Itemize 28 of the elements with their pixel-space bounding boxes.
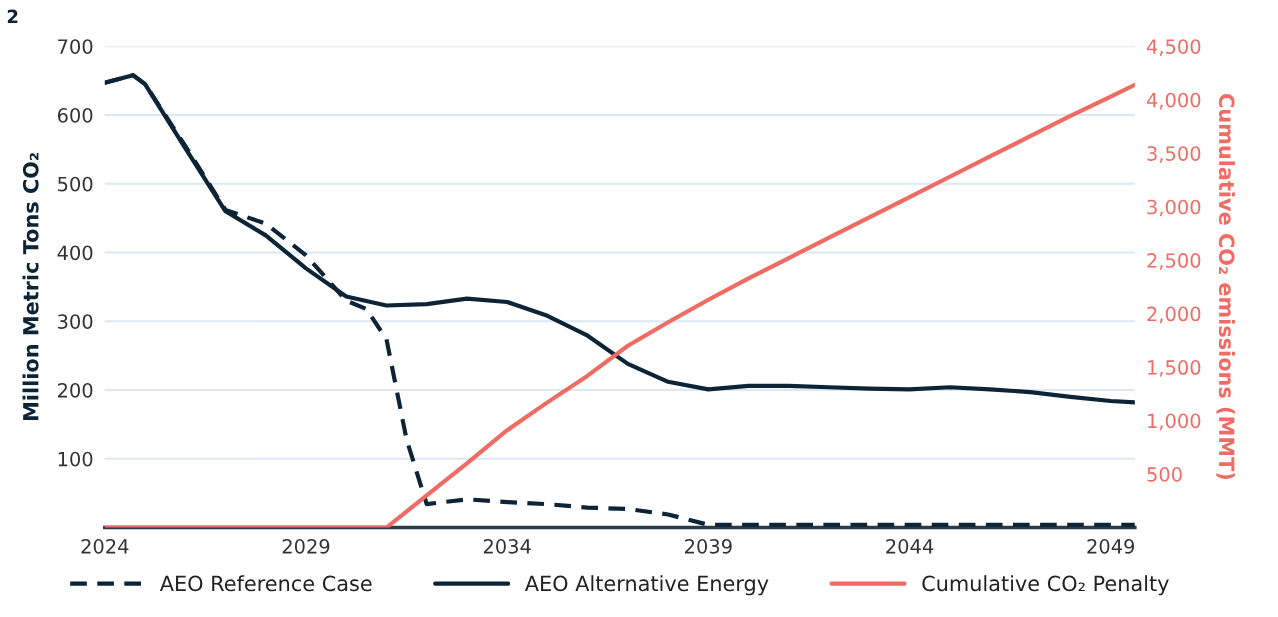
y-tick-label: 500 <box>58 176 93 192</box>
y2-tick-label: 4,000 <box>1146 92 1201 110</box>
y2-tick-label: 1,500 <box>1148 360 1201 377</box>
y2-tick-label: 3,500 <box>1147 146 1201 163</box>
y2-tick-label: 3,000 <box>1147 199 1201 217</box>
y-tick-label: 200 <box>58 382 93 398</box>
y-tick-label: 400 <box>57 245 93 261</box>
x-tick-label: 2034 <box>483 538 531 554</box>
x-tick-label: 2024 <box>81 538 129 554</box>
x-tick-label: 2039 <box>685 538 732 554</box>
x-tick-label: 2049 <box>1087 538 1135 554</box>
legend-label: Cumulative CO₂ Penalty <box>922 575 1169 596</box>
y-tick-label: 600 <box>57 107 93 123</box>
x-tick-label: 2029 <box>282 538 330 554</box>
legend-label: AEO Alternative Energy <box>524 575 769 596</box>
y2-tick-label: 2,000 <box>1147 306 1201 324</box>
y2-tick-label: 2,500 <box>1147 253 1201 270</box>
legend-label: AEO Reference Case <box>159 575 372 592</box>
y2-tick-label: 1,000 <box>1148 413 1201 431</box>
y-axis-title: Million Metric Tons CO₂ <box>22 153 39 420</box>
y2-axis-title: Cumulative CO₂ emissions (MMT) <box>1216 94 1235 479</box>
y-tick-label: 300 <box>58 314 93 329</box>
y-tick-label: 700 <box>58 39 93 54</box>
text: 2 <box>7 9 18 23</box>
y-tick-label: 100 <box>58 451 93 467</box>
y2-tick-label: 500 <box>1147 467 1182 482</box>
x-tick-label: 2044 <box>886 538 934 554</box>
y2-tick-label: 4,500 <box>1146 39 1201 56</box>
